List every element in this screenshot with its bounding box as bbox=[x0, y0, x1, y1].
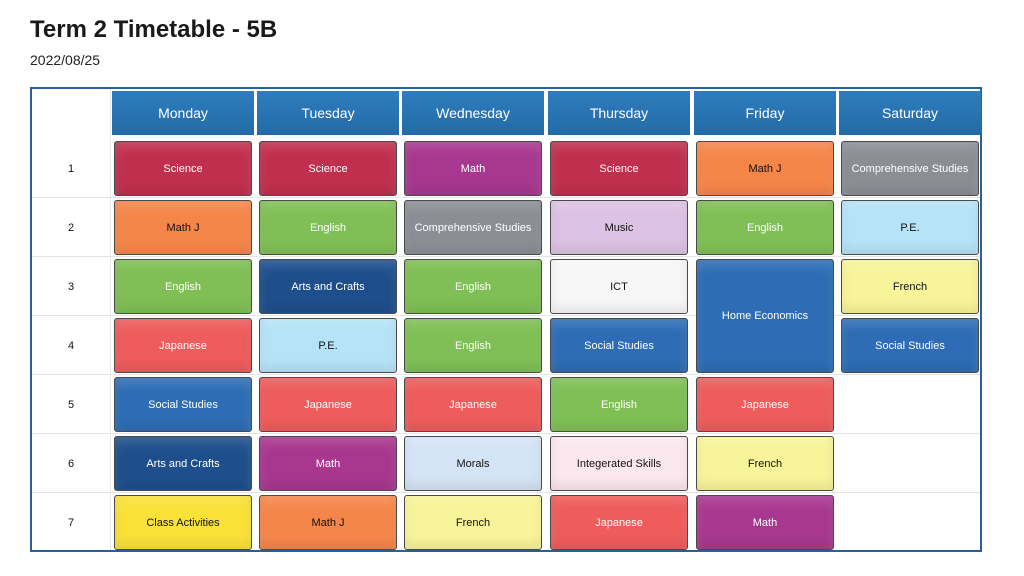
day-header-tuesday: Tuesday bbox=[257, 91, 399, 135]
lesson-cell[interactable]: Arts and Crafts bbox=[114, 436, 252, 491]
column-divider bbox=[110, 89, 111, 550]
lesson-cell[interactable]: Integerated Skills bbox=[550, 436, 688, 491]
lesson-cell[interactable]: Japanese bbox=[696, 377, 834, 432]
row-divider bbox=[32, 256, 980, 257]
lesson-cell[interactable]: English bbox=[404, 259, 542, 314]
period-number: 1 bbox=[67, 162, 75, 175]
lesson-cell[interactable]: Science bbox=[114, 141, 252, 196]
lesson-cell[interactable]: Math bbox=[259, 436, 397, 491]
lesson-cell[interactable]: Japanese bbox=[550, 495, 688, 550]
lesson-cell[interactable]: Class Activities bbox=[114, 495, 252, 550]
period-number: 5 bbox=[67, 398, 75, 411]
row-divider bbox=[32, 433, 980, 434]
timetable-grid: Monday Tuesday Wednesday Thursday Friday Satu… bbox=[30, 87, 982, 552]
day-header-wednesday: Wednesday bbox=[402, 91, 544, 135]
lesson-cell[interactable]: Math J bbox=[259, 495, 397, 550]
lesson-cell[interactable]: Social Studies bbox=[550, 318, 688, 373]
lesson-cell[interactable]: Arts and Crafts bbox=[259, 259, 397, 314]
lesson-cell[interactable]: Math J bbox=[696, 141, 834, 196]
timetable-title: Term 2 Timetable - 5B bbox=[30, 16, 278, 43]
timetable-date: 2022/08/25 bbox=[30, 52, 101, 68]
day-header-monday: Monday bbox=[112, 91, 254, 135]
day-header-thursday: Thursday bbox=[548, 91, 690, 135]
lesson-cell[interactable]: Social Studies bbox=[114, 377, 252, 432]
row-divider bbox=[32, 197, 980, 198]
lesson-cell[interactable]: P.E. bbox=[259, 318, 397, 373]
lesson-cell[interactable]: Japanese bbox=[404, 377, 542, 432]
lesson-cell[interactable]: Music bbox=[550, 200, 688, 255]
row-divider bbox=[32, 492, 980, 493]
lesson-cell[interactable]: French bbox=[841, 259, 979, 314]
lesson-cell[interactable]: Japanese bbox=[114, 318, 252, 373]
lesson-cell[interactable]: French bbox=[404, 495, 542, 550]
lesson-cell[interactable]: Math bbox=[404, 141, 542, 196]
lesson-cell[interactable]: Home Economics bbox=[696, 259, 834, 373]
lesson-cell[interactable]: Science bbox=[550, 141, 688, 196]
period-number: 4 bbox=[67, 339, 75, 352]
lesson-cell[interactable]: English bbox=[550, 377, 688, 432]
lesson-cell[interactable]: English bbox=[114, 259, 252, 314]
day-header-friday: Friday bbox=[694, 91, 836, 135]
lesson-cell[interactable]: Japanese bbox=[259, 377, 397, 432]
day-header-saturday: Saturday bbox=[839, 91, 981, 135]
row-divider bbox=[32, 374, 980, 375]
lesson-cell[interactable]: French bbox=[696, 436, 834, 491]
lesson-cell[interactable]: Social Studies bbox=[841, 318, 979, 373]
row-divider bbox=[32, 315, 980, 316]
lesson-cell[interactable]: Morals bbox=[404, 436, 542, 491]
lesson-cell[interactable]: Comprehensive Studies bbox=[404, 200, 542, 255]
lesson-cell[interactable]: English bbox=[259, 200, 397, 255]
grid-lines bbox=[32, 89, 980, 550]
lesson-cell[interactable]: English bbox=[404, 318, 542, 373]
lesson-cell[interactable]: Math J bbox=[114, 200, 252, 255]
lesson-cell[interactable]: Science bbox=[259, 141, 397, 196]
period-number: 7 bbox=[67, 516, 75, 529]
period-number: 2 bbox=[67, 221, 75, 234]
lesson-cell[interactable]: ICT bbox=[550, 259, 688, 314]
lesson-cell[interactable]: Comprehensive Studies bbox=[841, 141, 979, 196]
period-number: 3 bbox=[67, 280, 75, 293]
lesson-cell[interactable]: Math bbox=[696, 495, 834, 550]
lesson-cell[interactable]: English bbox=[696, 200, 834, 255]
lesson-cell[interactable]: P.E. bbox=[841, 200, 979, 255]
period-number: 6 bbox=[67, 457, 75, 470]
